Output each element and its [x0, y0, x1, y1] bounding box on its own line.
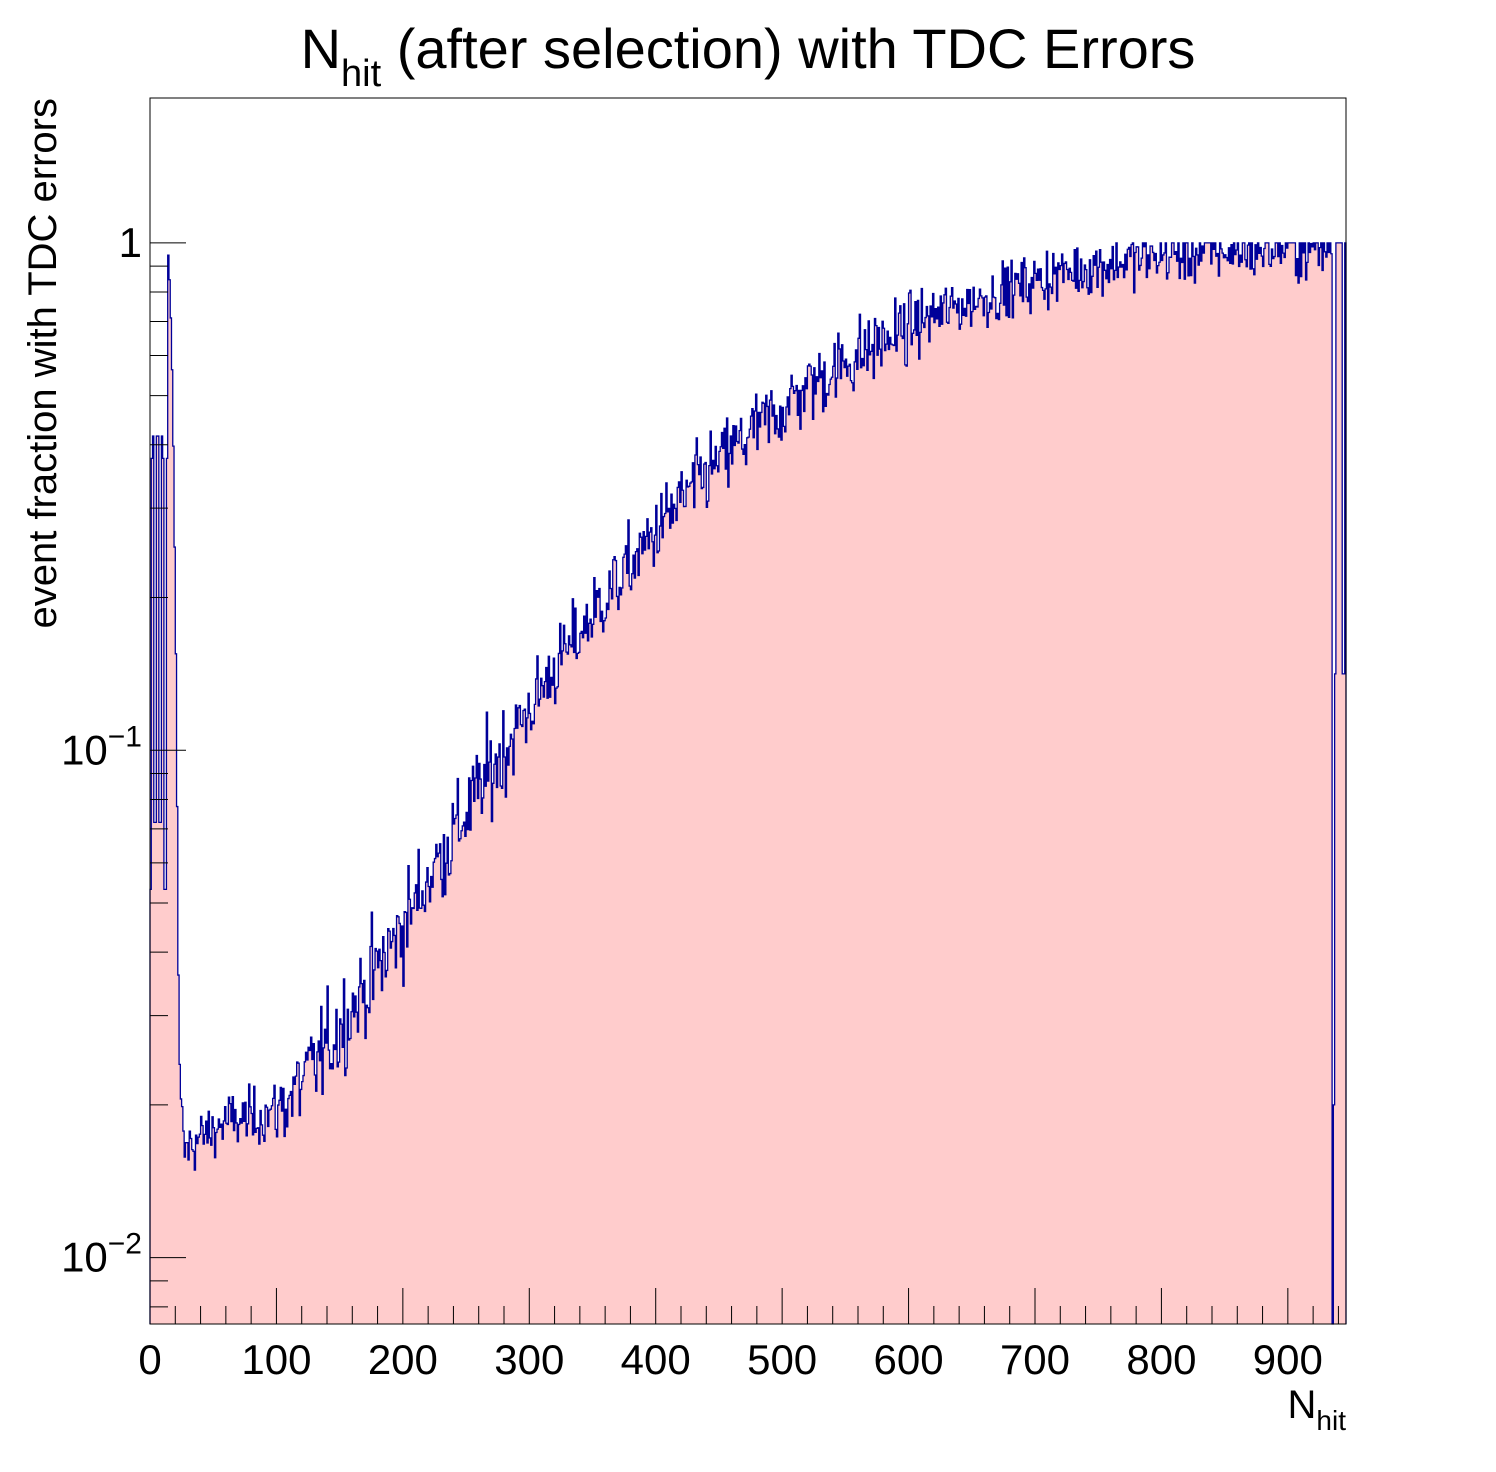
- x-tick-label: 300: [494, 1336, 564, 1383]
- x-tick-label: 900: [1253, 1336, 1323, 1383]
- plot-area: [149, 242, 1347, 1325]
- x-tick-label: 0: [138, 1336, 161, 1383]
- x-tick-label: 700: [1000, 1336, 1070, 1383]
- x-axis-label: Nhit: [1288, 1383, 1347, 1436]
- y-tick-base: 10: [61, 1234, 108, 1281]
- x-axis-label-main: N: [1288, 1383, 1317, 1427]
- x-tick-label: 500: [747, 1336, 817, 1383]
- y-axis-label: event fraction with TDC errors: [21, 98, 65, 629]
- y-tick-exponent: −1: [108, 720, 142, 753]
- x-axis-label-subscript: hit: [1316, 1405, 1346, 1436]
- x-tick-label: 600: [874, 1336, 944, 1383]
- x-tick-label: 400: [621, 1336, 691, 1383]
- x-tick-label: 800: [1126, 1336, 1196, 1383]
- x-tick-label: 100: [241, 1336, 311, 1383]
- y-tick-label: 10−2: [61, 1228, 142, 1281]
- histogram-fill: [150, 242, 1346, 1324]
- y-axis-tick-labels: 110−110−2: [61, 219, 142, 1281]
- chart-title: Nhit (after selection) with TDC Errors: [301, 17, 1196, 95]
- x-axis-tick-labels: 0 100 200 300 400 500 600 700 800 900: [138, 1336, 1323, 1383]
- title-rest: (after selection) with TDC Errors: [381, 17, 1195, 80]
- x-axis-ticks: [149, 1288, 1339, 1324]
- title-subscript: hit: [341, 53, 382, 95]
- y-tick-label: 10−1: [61, 720, 142, 773]
- histogram-outline: [149, 242, 1347, 1325]
- y-tick-exponent: −2: [108, 1228, 142, 1261]
- y-tick-base: 10: [61, 726, 108, 773]
- title-main: N: [301, 17, 341, 80]
- y-tick-base: 1: [119, 219, 142, 266]
- y-axis-ticks: [150, 242, 186, 1308]
- y-tick-label: 1: [119, 219, 142, 266]
- plot-frame: [149, 97, 1347, 1325]
- x-tick-label: 200: [368, 1336, 438, 1383]
